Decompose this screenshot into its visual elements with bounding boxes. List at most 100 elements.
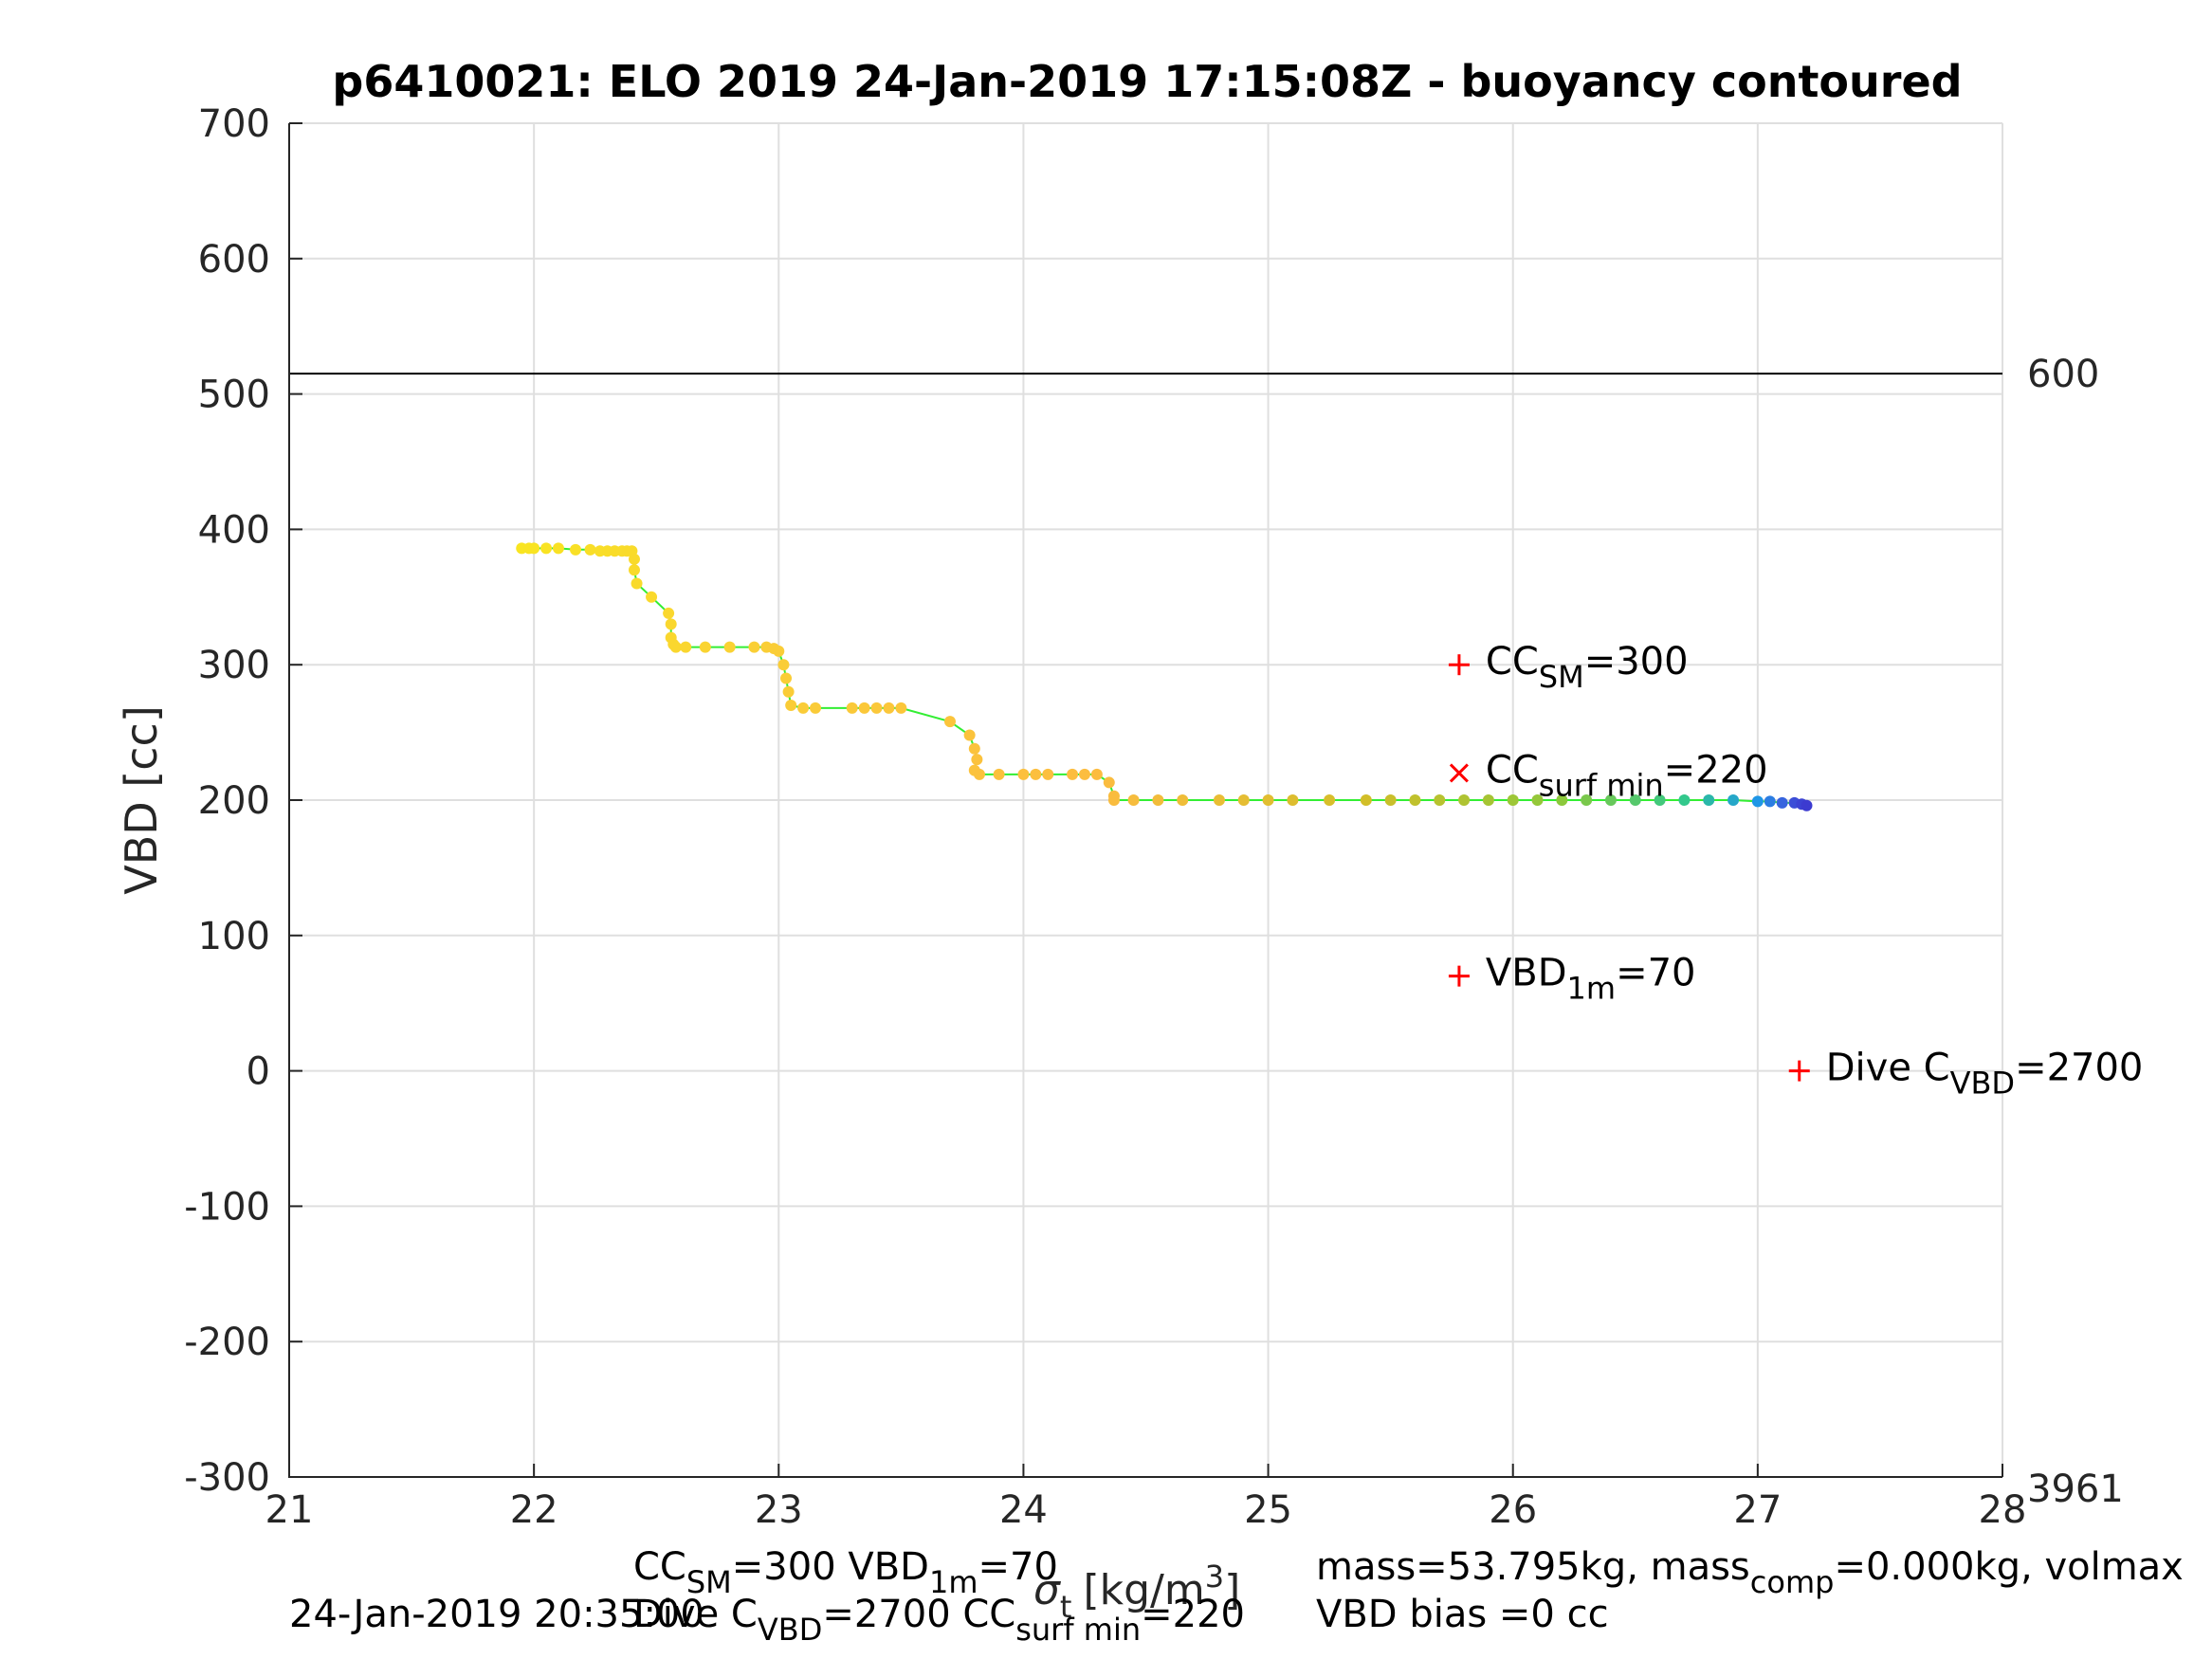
data-point — [993, 768, 1005, 780]
data-point — [777, 659, 790, 671]
y-tick-label: -300 — [184, 1456, 270, 1500]
footer-vbd-sub: 1m — [929, 1564, 978, 1600]
x-marker-b — [1449, 763, 1469, 783]
data-point — [973, 768, 985, 780]
footer-line1: CCSM=300 VBD1m=70 — [633, 1545, 1058, 1600]
footer-mass-sub: comp — [1750, 1564, 1835, 1600]
y-tick-label: 600 — [198, 238, 270, 282]
x-axis-label-unit: [kg/m — [1083, 1566, 1204, 1614]
data-point — [1507, 794, 1519, 806]
x-axis-label-close: ] — [1224, 1566, 1240, 1614]
data-point — [963, 729, 976, 741]
x-tick-label: 25 — [1244, 1488, 1292, 1532]
x-tick-label: 22 — [510, 1488, 558, 1532]
data-point — [1213, 794, 1225, 806]
y-tick-label: 200 — [198, 779, 270, 823]
data-point — [943, 716, 956, 728]
x-axis-label-sup: 3 — [1205, 1559, 1224, 1595]
data-point — [810, 702, 822, 714]
data-point — [1751, 795, 1764, 808]
data-point — [1177, 794, 1189, 806]
data-point — [628, 564, 640, 576]
data-point — [723, 641, 736, 653]
footer-dive-sub: VBD — [758, 1612, 822, 1648]
x-tick-label: 24 — [999, 1488, 1048, 1532]
data-point — [1237, 794, 1250, 806]
data-point — [1103, 776, 1115, 789]
data-point — [540, 542, 553, 555]
footer-cc-sub: SM — [686, 1564, 732, 1600]
data-points — [516, 542, 1813, 811]
data-point — [1581, 794, 1593, 806]
data-point — [748, 641, 760, 653]
data-point — [1384, 794, 1397, 806]
data-point — [870, 702, 883, 714]
y-axis-label: VBD [cc] — [116, 705, 167, 895]
data-point — [1078, 768, 1090, 780]
footer-ccsurf-value: =220 — [1141, 1593, 1245, 1636]
right-label-bottom: 3961 — [2027, 1468, 2124, 1511]
x-tick-label: 27 — [1733, 1488, 1782, 1532]
data-point — [1531, 794, 1544, 806]
data-point — [1678, 794, 1691, 806]
annotation-marker — [1788, 1060, 1810, 1082]
annotation-label: VBD1m=70 — [1486, 952, 1696, 1007]
data-point — [1409, 794, 1421, 806]
x-tick-label: 21 — [265, 1488, 314, 1532]
chart-title: p6410021: ELO 2019 24-Jan-2019 17:15:08Z… — [332, 56, 1962, 107]
data-point — [663, 607, 675, 619]
plot-frame — [288, 123, 2002, 1478]
data-point — [1629, 794, 1641, 806]
y-tick-label: 300 — [198, 644, 270, 687]
x-axis-label: σt [kg/m3] — [1033, 1559, 1240, 1625]
data-point — [782, 685, 795, 698]
data-point — [773, 645, 785, 657]
y-tick-label: 100 — [198, 915, 270, 958]
x-axis-label-sigma: σ — [1033, 1566, 1061, 1614]
right-label-top: 600 — [2027, 353, 2099, 396]
annotation-marker — [1448, 965, 1470, 987]
annotation-marker — [1448, 654, 1470, 676]
data-point — [1434, 794, 1446, 806]
data-point — [552, 542, 564, 555]
data-point — [1287, 794, 1299, 806]
footer-mass: mass=53.795kg, masscomp=0.000kg, volmax — [1316, 1545, 2184, 1600]
data-point — [1776, 796, 1788, 809]
data-point — [1107, 794, 1120, 806]
data-point — [680, 641, 692, 653]
data-point — [669, 641, 682, 653]
data-point — [1152, 794, 1164, 806]
y-tick-label: 0 — [247, 1050, 270, 1094]
data-point — [797, 702, 810, 714]
data-point — [665, 618, 677, 630]
y-tick-labels: -300 -200 -100 0 100 200 300 400 500 600 700 — [184, 102, 270, 1500]
data-point — [1360, 794, 1372, 806]
y-tick-label: 400 — [198, 508, 270, 552]
footer-ccsurf-sub: surf min — [1015, 1612, 1141, 1648]
footer-bias: VBD bias =0 cc — [1316, 1593, 1609, 1636]
data-point — [1482, 794, 1494, 806]
data-point — [1324, 794, 1336, 806]
x-axis-label-sub: t — [1060, 1589, 1072, 1625]
data-point — [1458, 794, 1471, 806]
y-tick-label: 700 — [198, 102, 270, 146]
data-point — [1127, 794, 1140, 806]
data-point — [785, 700, 797, 712]
data-point — [646, 591, 658, 603]
annotation-label: Dive CVBD=2700 — [1826, 1047, 2144, 1102]
data-point — [1067, 768, 1079, 780]
data-point — [1030, 768, 1042, 780]
x-tick-labels: 21 22 23 24 25 26 27 28 — [265, 1488, 2027, 1532]
annotation-label: CCsurf min=220 — [1486, 748, 1768, 803]
y-tick-label: 500 — [198, 374, 270, 417]
annotation-marker — [1449, 763, 1469, 783]
data-point — [858, 702, 870, 714]
footer-ccsurf-label: =2700 CC — [822, 1593, 1015, 1636]
data-point — [1017, 768, 1030, 780]
data-point — [1042, 768, 1054, 780]
data-point — [1556, 794, 1568, 806]
data-point — [846, 702, 858, 714]
footer-line2: Dive CVBD=2700 CCsurf min=220 — [633, 1593, 1245, 1648]
footer: CCSM=300 VBD1m=70 24-Jan-2019 20:35:00 D… — [289, 1545, 2184, 1648]
data-point — [1764, 795, 1776, 808]
